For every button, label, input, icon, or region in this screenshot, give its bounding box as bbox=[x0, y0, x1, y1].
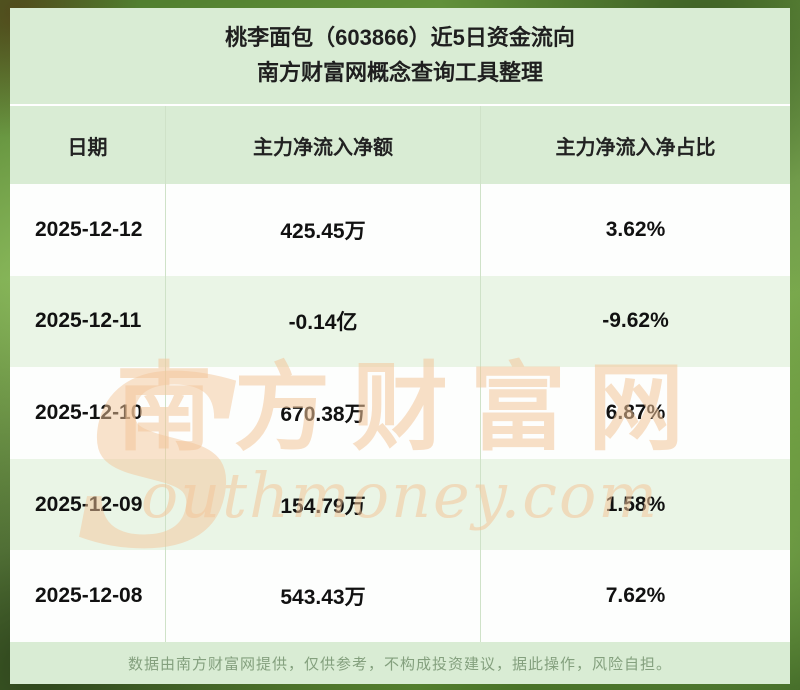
cell-amount: -0.14亿 bbox=[165, 275, 480, 368]
cell-date: 2025-12-12 bbox=[35, 217, 143, 241]
table-row: 2025-12-10 670.38万 6.87% bbox=[10, 367, 790, 459]
cell-amount: 425.45万 bbox=[165, 184, 480, 276]
cell-ratio: 1.58% bbox=[480, 458, 790, 551]
page-title: 桃李面包（603866）近5日资金流向 bbox=[225, 25, 575, 51]
cell-date: 2025-12-10 bbox=[35, 400, 143, 424]
footer-disclaimer: 数据由南方财富网提供，仅供参考，不构成投资建议，据此操作，风险自担。 bbox=[10, 642, 790, 684]
cell-ratio: -9.62% bbox=[480, 275, 790, 368]
cell-amount: 543.43万 bbox=[165, 550, 480, 642]
content-panel: 桃李面包（603866）近5日资金流向 南方财富网概念查询工具整理 日期 主力净… bbox=[10, 8, 790, 684]
cell-date: 2025-12-09 bbox=[35, 492, 143, 516]
table-row: 2025-12-12 425.45万 3.62% bbox=[10, 184, 790, 276]
table-row: 2025-12-08 543.43万 7.62% bbox=[10, 550, 790, 642]
cell-amount: 670.38万 bbox=[165, 367, 480, 459]
page-subtitle: 南方财富网概念查询工具整理 bbox=[256, 60, 543, 85]
cell-ratio: 6.87% bbox=[480, 367, 790, 459]
header-ratio: 主力净流入净占比 bbox=[480, 106, 790, 184]
cell-amount: 154.79万 bbox=[165, 458, 480, 551]
cell-ratio: 7.62% bbox=[480, 550, 790, 642]
cell-date: 2025-12-11 bbox=[35, 309, 142, 333]
table-row: 2025-12-09 154.79万 1.58% bbox=[10, 458, 790, 551]
table-header-row: 日期 主力净流入净额 主力净流入净占比 bbox=[10, 104, 790, 184]
cell-ratio: 3.62% bbox=[480, 184, 790, 276]
table-body: 2025-12-12 425.45万 3.62% 2025-12-11 -0.1… bbox=[10, 184, 790, 642]
title-bar: 桃李面包（603866）近5日资金流向 南方财富网概念查询工具整理 bbox=[10, 8, 790, 104]
header-date: 日期 bbox=[67, 136, 108, 159]
header-amount: 主力净流入净额 bbox=[165, 106, 480, 184]
table-row: 2025-12-11 -0.14亿 -9.62% bbox=[10, 275, 790, 368]
cell-date: 2025-12-08 bbox=[35, 584, 143, 608]
